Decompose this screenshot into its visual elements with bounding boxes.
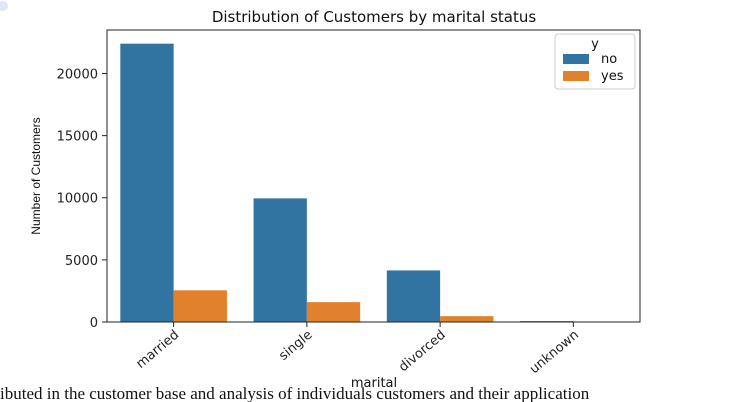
legend-label-no: no	[601, 52, 617, 67]
x-tick-label: single	[276, 328, 315, 364]
x-tick-label: divorced	[396, 328, 449, 375]
y-tick-label: 20000	[57, 67, 98, 82]
x-axis-label: marital	[351, 376, 397, 391]
y-axis-label: Number of Customers	[29, 117, 43, 234]
legend: y no yes	[554, 33, 636, 90]
bar-group	[120, 43, 627, 322]
y-tick-label: 5000	[65, 254, 98, 269]
x-axis: married single divorced unknown	[134, 322, 582, 377]
y-tick-label: 15000	[57, 130, 98, 145]
bar-married-no	[120, 43, 174, 322]
caption-text: ibuted in the customer base and analysis…	[0, 384, 590, 402]
bar-divorced-no	[386, 270, 441, 322]
legend-swatch-yes	[563, 71, 589, 81]
bar-single-yes	[306, 302, 361, 322]
y-tick-label: 0	[90, 316, 98, 331]
legend-label-yes: yes	[601, 69, 624, 84]
legend-title: y	[591, 37, 599, 52]
y-axis: 0 5000 10000 15000 20000	[57, 67, 107, 331]
y-tick-label: 10000	[57, 192, 98, 207]
bar-divorced-yes	[440, 316, 494, 322]
plot-frame	[106, 29, 641, 323]
x-tick-label: unknown	[527, 328, 582, 377]
x-tick-label: married	[134, 328, 183, 372]
bar-single-no	[253, 198, 307, 322]
bar-married-yes	[173, 290, 227, 322]
chart-title: Distribution of Customers by marital sta…	[212, 8, 537, 26]
corner-marker-icon	[0, 1, 8, 11]
legend-swatch-no	[563, 54, 589, 64]
